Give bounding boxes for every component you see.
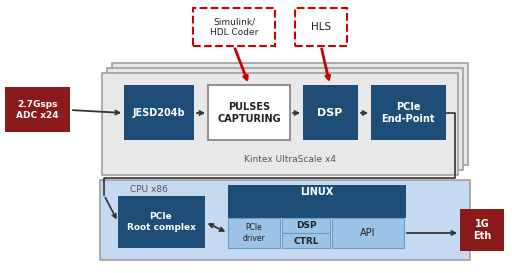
Text: 2.7Gsps
ADC x24: 2.7Gsps ADC x24 — [16, 100, 58, 120]
Bar — [100, 180, 470, 260]
Bar — [460, 209, 504, 251]
Bar — [112, 63, 468, 165]
Text: CTRL: CTRL — [293, 236, 319, 245]
Bar — [282, 218, 330, 233]
Bar — [295, 8, 347, 46]
Bar — [107, 68, 463, 170]
Bar — [282, 233, 330, 248]
Bar — [102, 73, 458, 175]
Bar — [118, 196, 205, 248]
Text: PCIe
driver: PCIe driver — [243, 223, 265, 243]
Text: JESD204b: JESD204b — [133, 108, 185, 118]
Bar — [5, 87, 70, 132]
Bar — [371, 85, 446, 140]
Text: HLS: HLS — [311, 22, 331, 32]
Bar — [332, 218, 404, 248]
Bar — [208, 85, 290, 140]
Text: DSP: DSP — [317, 108, 343, 118]
Text: PULSES
CAPTURING: PULSES CAPTURING — [217, 102, 281, 124]
Text: DSP: DSP — [296, 221, 316, 230]
Text: PCIe
End-Point: PCIe End-Point — [381, 102, 435, 124]
Text: PCIe
Root complex: PCIe Root complex — [126, 212, 196, 232]
Text: 1G
Eth: 1G Eth — [473, 219, 491, 241]
Text: LINUX: LINUX — [301, 187, 334, 197]
Bar — [228, 218, 280, 248]
Text: CPU x86: CPU x86 — [130, 185, 168, 194]
Text: Kintex UltraScale x4: Kintex UltraScale x4 — [244, 156, 336, 165]
Bar — [303, 85, 358, 140]
Bar — [124, 85, 194, 140]
Text: Simulink/
HDL Coder: Simulink/ HDL Coder — [210, 17, 258, 37]
Bar — [228, 185, 406, 218]
Bar — [193, 8, 275, 46]
Text: API: API — [360, 228, 376, 238]
